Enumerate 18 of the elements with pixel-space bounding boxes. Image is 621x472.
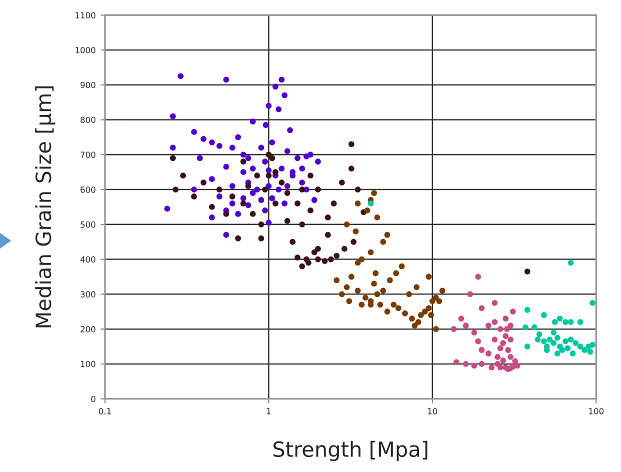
x-tick-label: 0.1 — [98, 408, 111, 414]
y-tick-label: 100 — [80, 360, 96, 368]
y-tick-label: 1000 — [76, 46, 96, 54]
y-tick-label: 700 — [80, 152, 96, 158]
x-axis-title: Strength [Mpa] — [273, 440, 428, 462]
x-tick-label: 10 — [428, 408, 438, 414]
y-tick-label: 1100 — [76, 12, 96, 18]
y-axis-title: Median Grain Size [µm] — [35, 86, 56, 328]
y-tick-label: 600 — [80, 186, 96, 193]
y-tick-label: 800 — [80, 116, 96, 124]
x-tick-label: 1 — [266, 408, 271, 414]
y-tick-label: 200 — [80, 326, 96, 332]
y-tick-label: 300 — [80, 291, 96, 298]
y-tick-label: 400 — [80, 256, 96, 263]
y-tick-label: 500 — [80, 221, 96, 228]
x-tick-label: 100 — [589, 408, 604, 414]
y-tick-label: 0 — [91, 396, 96, 402]
y-tick-label: 900 — [80, 82, 96, 88]
